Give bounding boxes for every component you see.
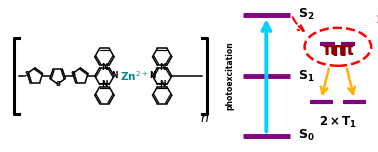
Text: photoexcitation: photoexcitation xyxy=(225,42,234,110)
Text: Zn$^{2+}$: Zn$^{2+}$ xyxy=(120,69,149,83)
Text: S: S xyxy=(25,71,30,76)
Text: $\mathbf{S_1}$: $\mathbf{S_1}$ xyxy=(298,68,314,84)
Text: S: S xyxy=(55,81,60,87)
Text: $n$: $n$ xyxy=(200,112,209,125)
Text: $\mathbf{2 \times T_1}$: $\mathbf{2 \times T_1}$ xyxy=(319,115,357,130)
Text: N: N xyxy=(159,63,166,72)
Text: N: N xyxy=(159,80,166,89)
Text: $\mathbf{S_0}$: $\mathbf{S_0}$ xyxy=(298,128,314,143)
Text: $\mathbf{S_2}$: $\mathbf{S_2}$ xyxy=(298,7,314,22)
Text: N: N xyxy=(149,71,155,81)
Text: N: N xyxy=(101,63,108,72)
Text: $\mathbf{\pi}$: $\mathbf{\pi}$ xyxy=(339,41,354,59)
Text: S: S xyxy=(70,71,75,76)
Text: 160 fs: 160 fs xyxy=(376,15,378,25)
Text: $\mathbf{\pi}$: $\mathbf{\pi}$ xyxy=(330,42,346,60)
Text: $\mathbf{\pi}$: $\mathbf{\pi}$ xyxy=(322,41,337,59)
Text: N: N xyxy=(111,71,118,81)
Text: N: N xyxy=(101,80,108,89)
